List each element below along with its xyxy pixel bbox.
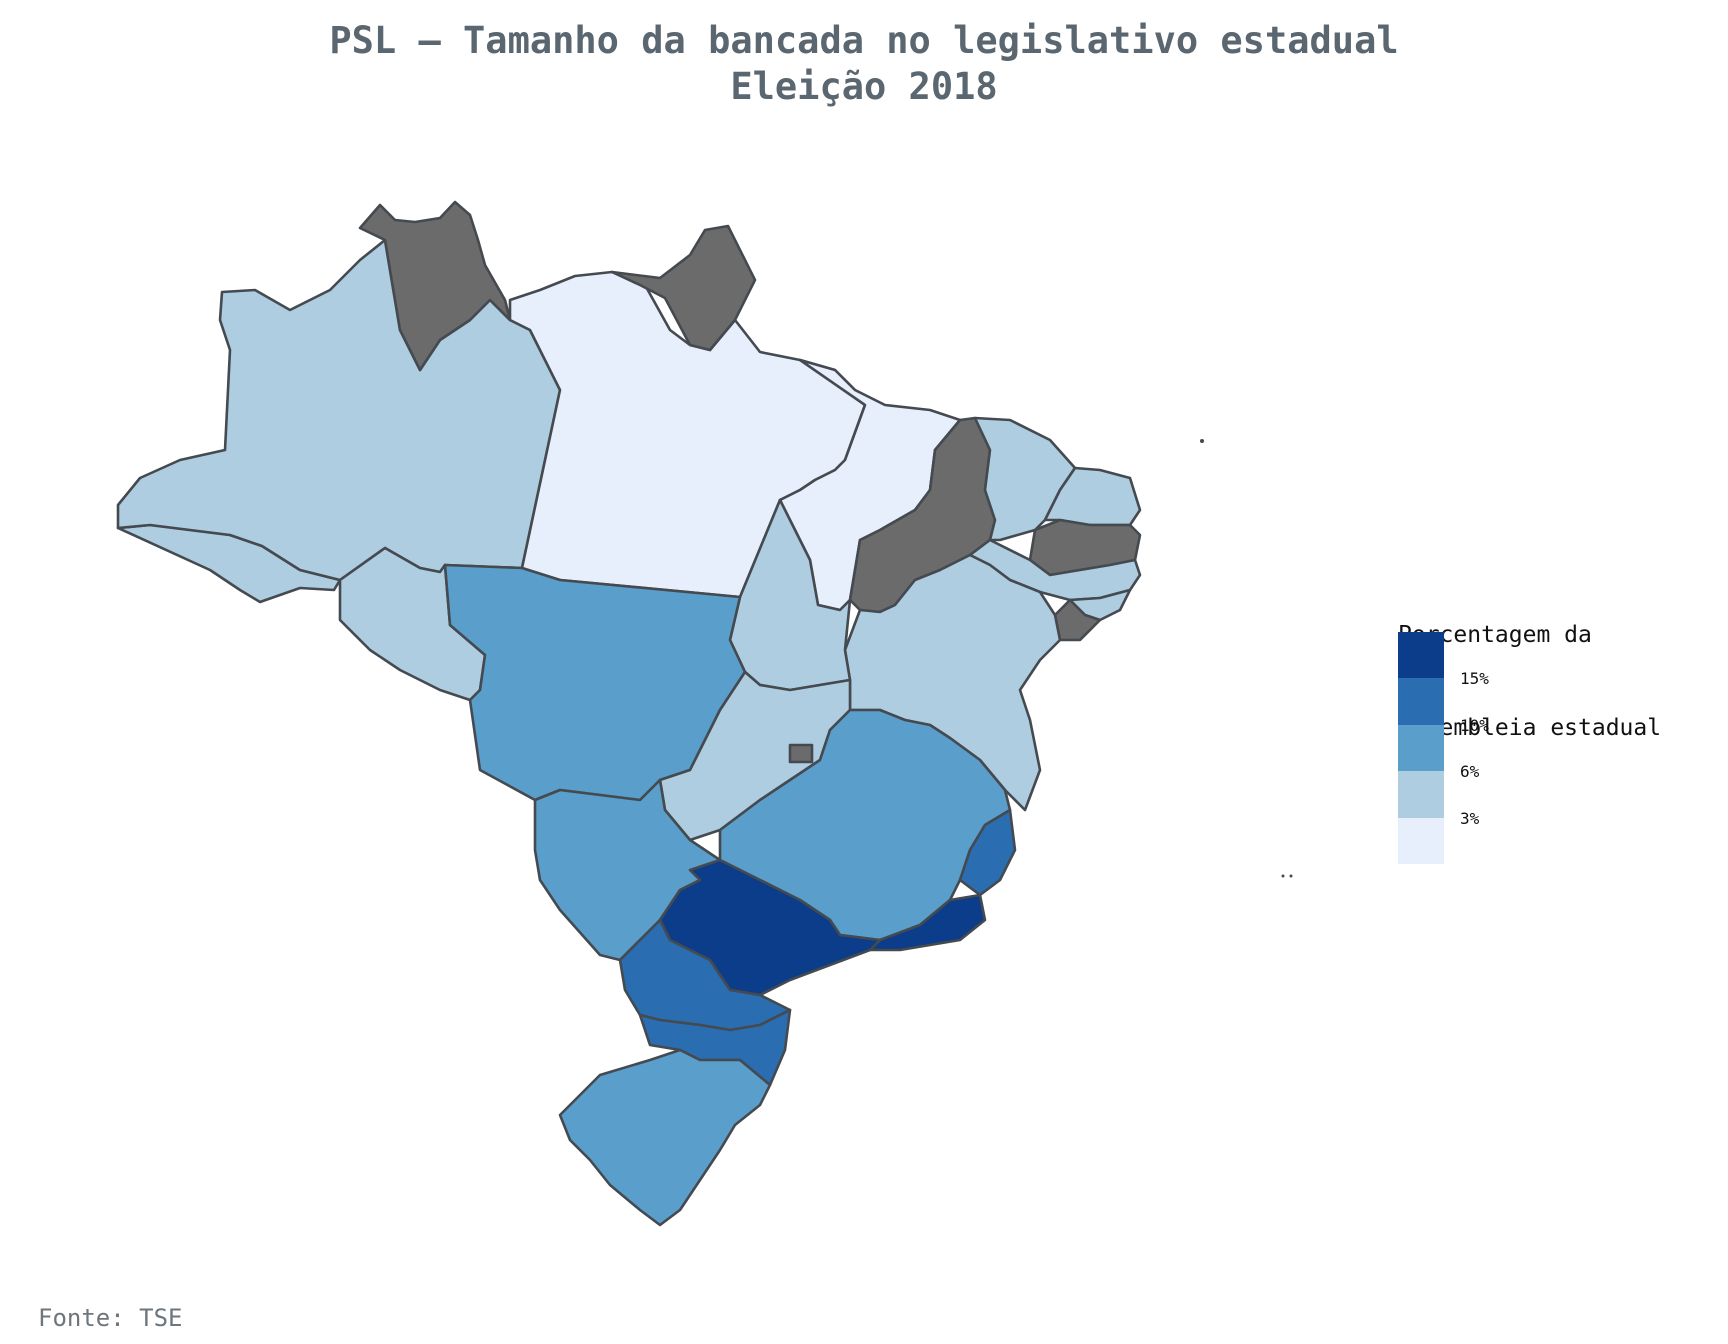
- legend-swatch-2: [1398, 678, 1444, 725]
- legend-swatch-3: [1398, 724, 1444, 772]
- legend-swatch-4: [1398, 771, 1444, 818]
- state-ES[interactable]: [958, 808, 1017, 897]
- state-shapes: [116, 200, 1142, 1227]
- map-title-line-1: PSL – Tamanho da bancada no legislativo …: [329, 19, 1399, 62]
- state-SP[interactable]: [658, 858, 882, 997]
- source-note: Fonte: TSE: [38, 1304, 183, 1332]
- state-AP[interactable]: [610, 224, 757, 352]
- islands: [1200, 439, 1293, 878]
- legend-tick-3: 3%: [1460, 809, 1480, 828]
- state-RS[interactable]: [558, 1048, 772, 1227]
- legend-tick-6: 6%: [1460, 762, 1480, 781]
- map-title: PSL – Tamanho da bancada no legislativo …: [0, 18, 1728, 110]
- legend-swatch-1: [1398, 632, 1444, 679]
- state-DF[interactable]: [788, 743, 814, 764]
- map-title-line-2: Eleição 2018: [730, 65, 998, 108]
- state-RR[interactable]: [358, 200, 512, 372]
- island-fernando-de-noronha: [1200, 439, 1204, 443]
- legend: Porcentagem da assembleia estadual 15% 1…: [1398, 558, 1661, 864]
- legend-color-scale: [1398, 632, 1444, 864]
- island-martim-vaz: [1289, 874, 1293, 878]
- legend-swatch-5: [1398, 817, 1444, 864]
- legend-tick-15: 15%: [1460, 669, 1489, 688]
- legend-tick-10: 10%: [1460, 716, 1489, 735]
- island-trindade: [1281, 874, 1285, 878]
